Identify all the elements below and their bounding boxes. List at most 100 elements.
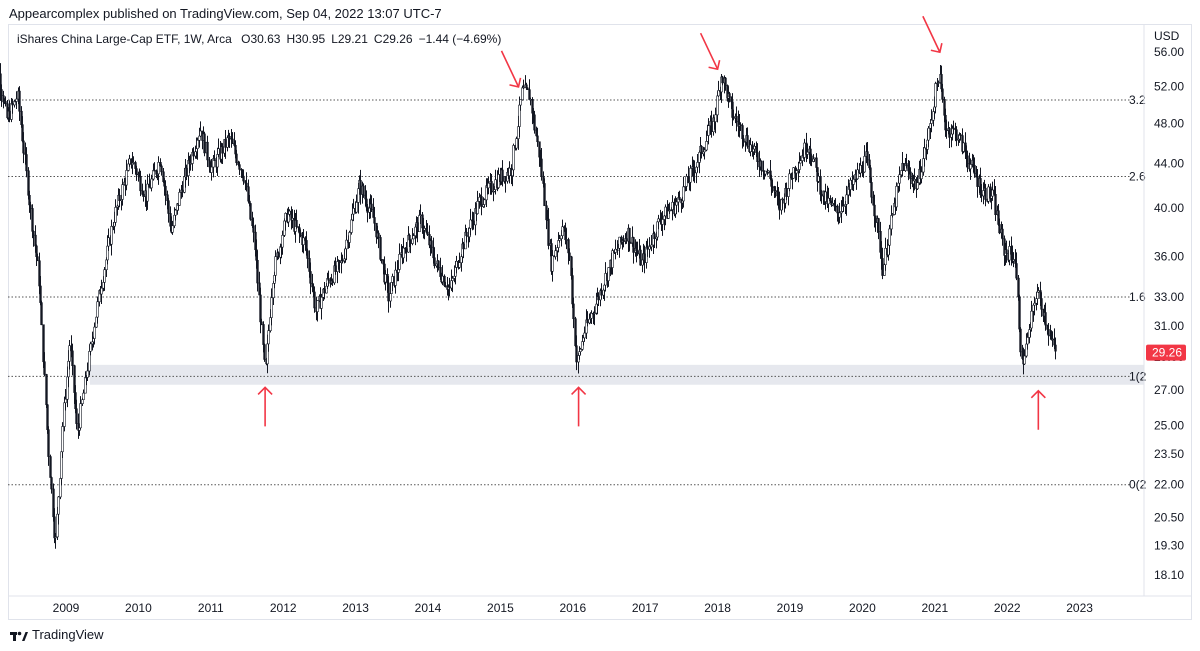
- candle-body: [866, 151, 869, 161]
- candle-body: [189, 163, 192, 165]
- candle-body: [710, 120, 713, 133]
- candle-body: [930, 119, 933, 124]
- candle-body: [618, 236, 621, 249]
- candle-body: [703, 149, 706, 153]
- price-tick-label: 25.00: [1154, 419, 1184, 433]
- time-tick-label: 2013: [342, 601, 369, 615]
- candle-body: [526, 87, 529, 90]
- candle-body: [884, 247, 887, 265]
- candle-body: [632, 237, 635, 253]
- candle-body: [316, 300, 319, 312]
- candle-body: [423, 228, 426, 231]
- candle-body: [259, 294, 262, 323]
- candle-body: [661, 219, 664, 225]
- candle-body: [1036, 291, 1039, 299]
- candle-body: [653, 233, 656, 240]
- candle-body: [842, 205, 845, 207]
- candle-body: [529, 99, 532, 101]
- candle-body: [11, 103, 14, 106]
- candle-body: [521, 87, 524, 101]
- candle-body: [327, 278, 330, 281]
- candle-body: [810, 155, 813, 162]
- time-tick-label: 2021: [921, 601, 948, 615]
- candle-body: [696, 162, 699, 168]
- candle-body: [920, 171, 923, 180]
- candle-body: [890, 215, 893, 230]
- candle-body: [543, 183, 546, 207]
- candle-body: [664, 206, 667, 217]
- candle-body: [185, 167, 188, 176]
- candle-body: [913, 179, 916, 182]
- candle-body: [132, 162, 135, 164]
- candle-body: [262, 324, 265, 345]
- annotation-arrows: [257, 15, 1046, 430]
- candle-body: [934, 83, 937, 108]
- candle-body: [394, 269, 397, 286]
- candle-body: [962, 142, 965, 152]
- price-axis[interactable]: 18.1019.3020.5022.0023.5025.0027.0029.00…: [1154, 45, 1184, 582]
- candle-body: [902, 163, 905, 171]
- candle-body: [798, 162, 801, 170]
- candle-body: [831, 203, 834, 206]
- tradingview-logo-icon: [10, 631, 28, 641]
- ohlc-values: O30.63 H30.95 L29.21 C29.26 −1.44 (−4.69%): [241, 32, 502, 46]
- candle-body: [256, 259, 259, 284]
- candle-body: [1054, 344, 1057, 352]
- time-tick-label: 2014: [415, 601, 442, 615]
- footer-brand[interactable]: TradingView: [10, 627, 104, 642]
- candle-body: [31, 208, 34, 232]
- price-tick-label: 40.00: [1154, 201, 1184, 215]
- time-tick-label: 2017: [632, 601, 659, 615]
- time-tick-label: 2016: [559, 601, 586, 615]
- candle-body: [377, 232, 380, 238]
- candle-body: [799, 160, 802, 164]
- candle-body: [221, 146, 224, 154]
- candle-body: [742, 138, 745, 142]
- candle-body: [96, 301, 99, 318]
- candle-body: [597, 296, 600, 301]
- candle-body: [362, 185, 365, 196]
- candle-body: [242, 175, 245, 182]
- candle-body: [522, 86, 525, 89]
- candle-body: [68, 345, 71, 362]
- candle-body: [411, 238, 414, 244]
- candle-body: [815, 157, 818, 168]
- candle-body: [604, 273, 607, 286]
- price-tick-label: 19.30: [1154, 538, 1184, 552]
- candle-body: [281, 235, 284, 248]
- candle-body: [707, 125, 710, 136]
- candle-body: [716, 95, 719, 116]
- candle-body: [306, 250, 309, 259]
- candle-body: [348, 232, 351, 243]
- candle-body: [728, 93, 731, 98]
- price-tick-label: 31.00: [1154, 319, 1184, 333]
- candle-body: [625, 238, 628, 242]
- candle-body: [100, 287, 103, 295]
- candle-body: [36, 256, 39, 262]
- candle-body: [746, 135, 749, 147]
- candle-body: [852, 179, 855, 185]
- candle-body: [206, 141, 209, 161]
- candle-body: [714, 114, 717, 122]
- candle-body: [700, 145, 703, 155]
- candle-body: [25, 154, 28, 172]
- candle-body: [888, 228, 891, 246]
- candle-body: [295, 219, 298, 227]
- symbol-title: iShares China Large-Cap ETF, 1W, Arca: [17, 32, 232, 46]
- candle-body: [881, 258, 884, 276]
- time-axis[interactable]: 2009 2010 2011 2012 2013 2014 2015 2016 2017 2018…: [53, 601, 1094, 615]
- arrow-head: [571, 386, 587, 395]
- candle-body: [927, 127, 930, 141]
- candle-body: [622, 240, 625, 242]
- candle-body: [732, 117, 735, 119]
- candle-body: [948, 128, 951, 138]
- candle-body: [75, 408, 78, 424]
- candle-body: [519, 99, 522, 106]
- candle-body: [575, 345, 578, 363]
- candle-body: [668, 209, 671, 212]
- candle-body: [309, 271, 312, 284]
- candle-body: [157, 162, 160, 175]
- candle-body: [806, 151, 809, 155]
- candle-body: [877, 218, 880, 232]
